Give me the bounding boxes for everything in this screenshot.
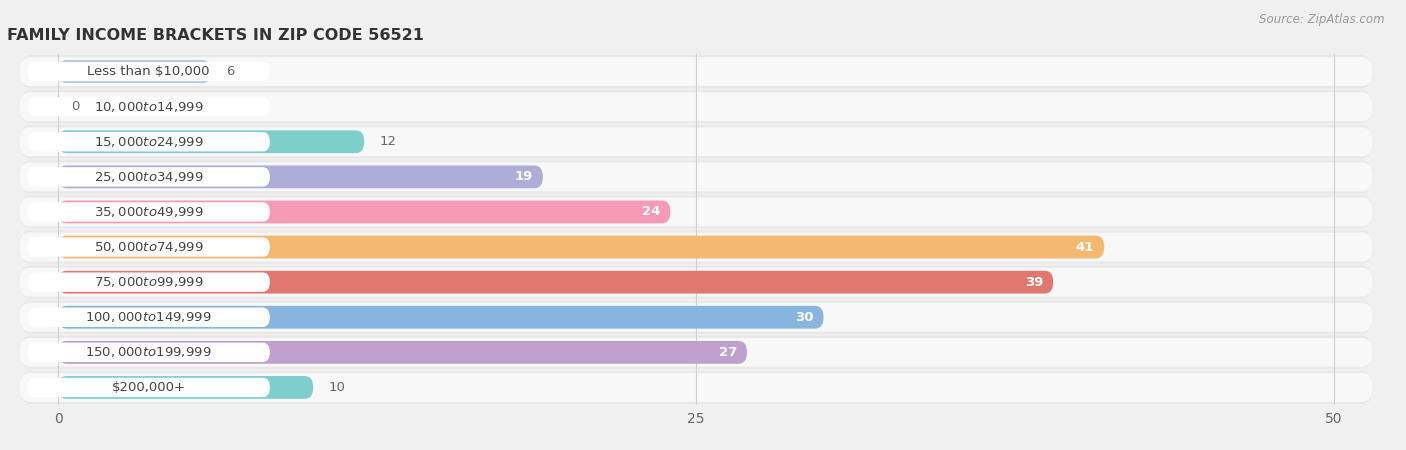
FancyBboxPatch shape bbox=[28, 307, 270, 327]
FancyBboxPatch shape bbox=[20, 195, 1372, 229]
FancyBboxPatch shape bbox=[28, 97, 270, 117]
FancyBboxPatch shape bbox=[20, 198, 1372, 226]
FancyBboxPatch shape bbox=[20, 303, 1372, 332]
FancyBboxPatch shape bbox=[28, 62, 270, 81]
FancyBboxPatch shape bbox=[20, 371, 1372, 404]
Text: 27: 27 bbox=[718, 346, 737, 359]
FancyBboxPatch shape bbox=[58, 130, 364, 153]
Text: $25,000 to $34,999: $25,000 to $34,999 bbox=[94, 170, 204, 184]
Text: 30: 30 bbox=[794, 311, 813, 324]
FancyBboxPatch shape bbox=[20, 336, 1372, 369]
FancyBboxPatch shape bbox=[20, 57, 1372, 86]
Text: 12: 12 bbox=[380, 135, 396, 148]
FancyBboxPatch shape bbox=[58, 60, 211, 83]
FancyBboxPatch shape bbox=[28, 132, 270, 152]
FancyBboxPatch shape bbox=[58, 306, 824, 328]
Text: 10: 10 bbox=[329, 381, 346, 394]
FancyBboxPatch shape bbox=[20, 230, 1372, 264]
Text: FAMILY INCOME BRACKETS IN ZIP CODE 56521: FAMILY INCOME BRACKETS IN ZIP CODE 56521 bbox=[7, 28, 423, 43]
FancyBboxPatch shape bbox=[28, 378, 270, 397]
FancyBboxPatch shape bbox=[20, 127, 1372, 156]
FancyBboxPatch shape bbox=[28, 342, 270, 362]
Text: 39: 39 bbox=[1025, 276, 1043, 288]
FancyBboxPatch shape bbox=[58, 166, 543, 188]
FancyBboxPatch shape bbox=[20, 268, 1372, 297]
FancyBboxPatch shape bbox=[20, 92, 1372, 121]
FancyBboxPatch shape bbox=[20, 338, 1372, 367]
FancyBboxPatch shape bbox=[58, 201, 671, 223]
Text: $10,000 to $14,999: $10,000 to $14,999 bbox=[94, 99, 204, 114]
Text: 0: 0 bbox=[70, 100, 79, 113]
FancyBboxPatch shape bbox=[20, 90, 1372, 123]
Text: 6: 6 bbox=[226, 65, 235, 78]
FancyBboxPatch shape bbox=[28, 202, 270, 222]
FancyBboxPatch shape bbox=[20, 266, 1372, 299]
Text: $50,000 to $74,999: $50,000 to $74,999 bbox=[94, 240, 204, 254]
FancyBboxPatch shape bbox=[20, 233, 1372, 261]
FancyBboxPatch shape bbox=[58, 271, 1053, 293]
FancyBboxPatch shape bbox=[20, 301, 1372, 334]
FancyBboxPatch shape bbox=[28, 272, 270, 292]
Text: Source: ZipAtlas.com: Source: ZipAtlas.com bbox=[1260, 14, 1385, 27]
FancyBboxPatch shape bbox=[20, 162, 1372, 191]
FancyBboxPatch shape bbox=[20, 373, 1372, 402]
FancyBboxPatch shape bbox=[20, 125, 1372, 158]
Text: 41: 41 bbox=[1076, 241, 1094, 253]
Text: $150,000 to $199,999: $150,000 to $199,999 bbox=[86, 345, 212, 360]
Text: 19: 19 bbox=[515, 171, 533, 183]
Text: $100,000 to $149,999: $100,000 to $149,999 bbox=[86, 310, 212, 324]
FancyBboxPatch shape bbox=[20, 55, 1372, 88]
FancyBboxPatch shape bbox=[20, 160, 1372, 194]
FancyBboxPatch shape bbox=[28, 167, 270, 187]
Text: $15,000 to $24,999: $15,000 to $24,999 bbox=[94, 135, 204, 149]
Text: $35,000 to $49,999: $35,000 to $49,999 bbox=[94, 205, 204, 219]
Text: Less than $10,000: Less than $10,000 bbox=[87, 65, 209, 78]
Text: $200,000+: $200,000+ bbox=[111, 381, 186, 394]
FancyBboxPatch shape bbox=[58, 236, 1104, 258]
FancyBboxPatch shape bbox=[58, 376, 314, 399]
FancyBboxPatch shape bbox=[58, 341, 747, 364]
Text: 24: 24 bbox=[643, 206, 661, 218]
FancyBboxPatch shape bbox=[28, 237, 270, 257]
Text: $75,000 to $99,999: $75,000 to $99,999 bbox=[94, 275, 204, 289]
